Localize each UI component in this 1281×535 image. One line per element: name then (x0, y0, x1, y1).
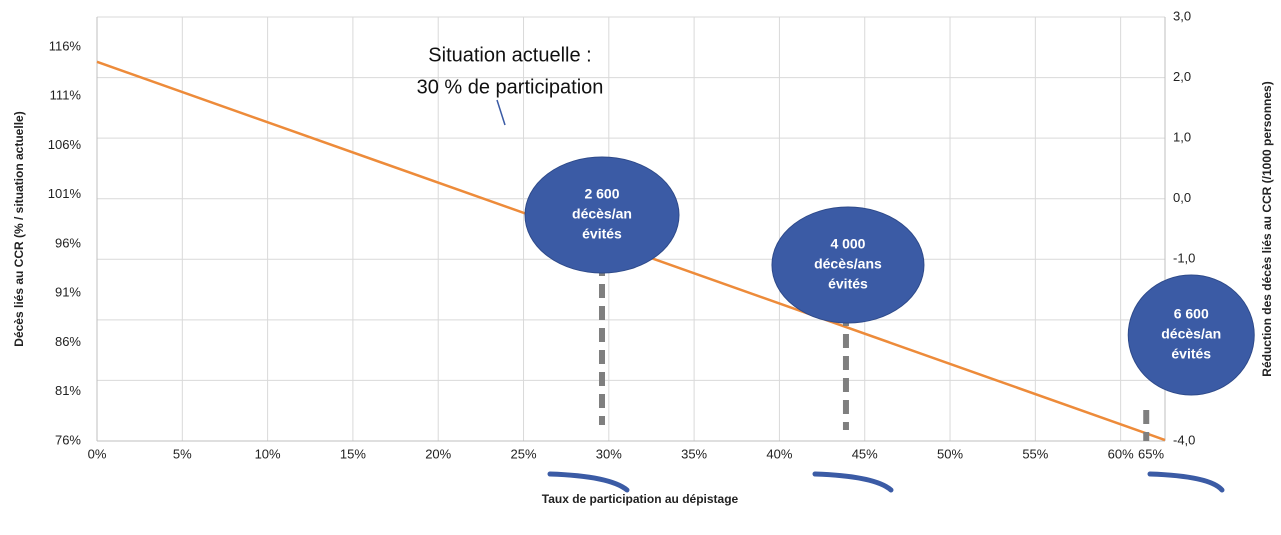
x-tick-label: 55% (1022, 446, 1048, 461)
callout-bubble (524, 156, 680, 274)
y2-tick-label: -1,0 (1173, 251, 1195, 266)
x-axis-title: Taux de participation au dépistage (542, 492, 739, 506)
annotation: Situation actuelle : (428, 44, 591, 66)
y-tick-label: 76% (55, 432, 81, 447)
y-tick-label: 81% (55, 383, 81, 398)
callout-text: décès/an (572, 206, 632, 222)
x-tick-label: 20% (425, 446, 451, 461)
callout-text: décès/ans (814, 256, 882, 272)
callout-text: 4 000 (830, 236, 865, 252)
callout-text: évités (1171, 346, 1211, 362)
x-tick-label: 25% (511, 446, 537, 461)
x-tick-label: 5% (173, 446, 192, 461)
y-tick-label: 106% (48, 137, 82, 152)
y-tick-label: 111% (50, 88, 82, 103)
y-tick-label: 96% (55, 235, 81, 250)
bracket (1147, 471, 1225, 493)
annotation-leader (496, 99, 506, 126)
x-tick-label: 35% (681, 446, 707, 461)
y-tick-label: 101% (48, 186, 82, 201)
x-tick-label: 0% (88, 446, 107, 461)
y2-axis-title: Réduction des décès liés au CCR (/1000 p… (1260, 81, 1274, 376)
x-tick-label: 10% (255, 446, 281, 461)
x-tick-label: 40% (766, 446, 792, 461)
x-tick-label: 50% (937, 446, 963, 461)
callout-text: évités (828, 276, 868, 292)
y-tick-label: 91% (55, 285, 81, 300)
callout-text: décès/an (1161, 326, 1221, 342)
y2-tick-label: 2,0 (1173, 69, 1191, 84)
callout-text: 6 600 (1174, 306, 1209, 322)
x-tick-label: 30% (596, 446, 622, 461)
y2-tick-label: 0,0 (1173, 190, 1191, 205)
y2-tick-label: 1,0 (1173, 130, 1191, 145)
x-tick-label: 15% (340, 446, 366, 461)
brackets (547, 471, 1225, 493)
callout-bubble (1127, 274, 1255, 396)
y-tick-label: 116% (49, 38, 82, 53)
x-tick-label: 45% (852, 446, 878, 461)
callout-text: évités (582, 226, 622, 242)
y2-tick-label: -4,0 (1173, 432, 1195, 447)
bracket (547, 471, 630, 493)
y-tick-label: 86% (55, 334, 81, 349)
y-axis-title: Décès liés au CCR (% / situation actuell… (12, 111, 26, 346)
bracket (812, 471, 894, 493)
y2-tick-label: 3,0 (1173, 8, 1191, 23)
annotation: 30 % de participation (417, 76, 604, 98)
x-tick-label: 60% (1108, 446, 1134, 461)
x-tick-label: 65% (1138, 446, 1164, 461)
callout-bubble (771, 206, 925, 324)
callout-text: 2 600 (584, 186, 619, 202)
